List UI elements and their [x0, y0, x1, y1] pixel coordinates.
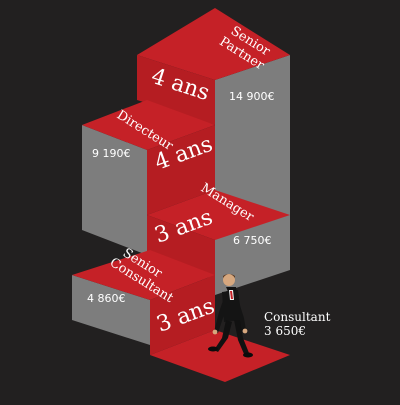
step-directeur: Directeur 4 ans 9 190€: [82, 100, 216, 255]
step-side-gray: [82, 125, 147, 255]
step-top-red: [72, 250, 215, 300]
step-top-red: [147, 190, 290, 240]
step-front-red: [137, 55, 215, 125]
red-carpet: [150, 330, 290, 382]
step-senior-consultant: Senior Consultant 3 ans 4 860€: [72, 246, 218, 355]
step-salary: 14 900€: [229, 90, 275, 103]
step-top-red: [137, 8, 290, 80]
step-salary: 4 860€: [87, 292, 126, 305]
step-side-gray: [215, 215, 290, 295]
step-side-gray: [72, 275, 150, 345]
consultant-salary: 3 650€: [264, 324, 306, 338]
step-front-red: [150, 275, 215, 355]
step-front-red: [147, 125, 215, 215]
step-salary: 9 190€: [92, 147, 131, 160]
consultant-label: Consultant 3 650€: [264, 310, 331, 338]
step-front-red: [147, 215, 215, 280]
step-salary: 6 750€: [233, 234, 272, 247]
step-manager: Manager 3 ans 6 750€: [147, 181, 290, 295]
step-top-red: [82, 100, 215, 150]
consultant-title: Consultant: [264, 310, 331, 324]
walking-businessman-icon: [208, 274, 253, 358]
